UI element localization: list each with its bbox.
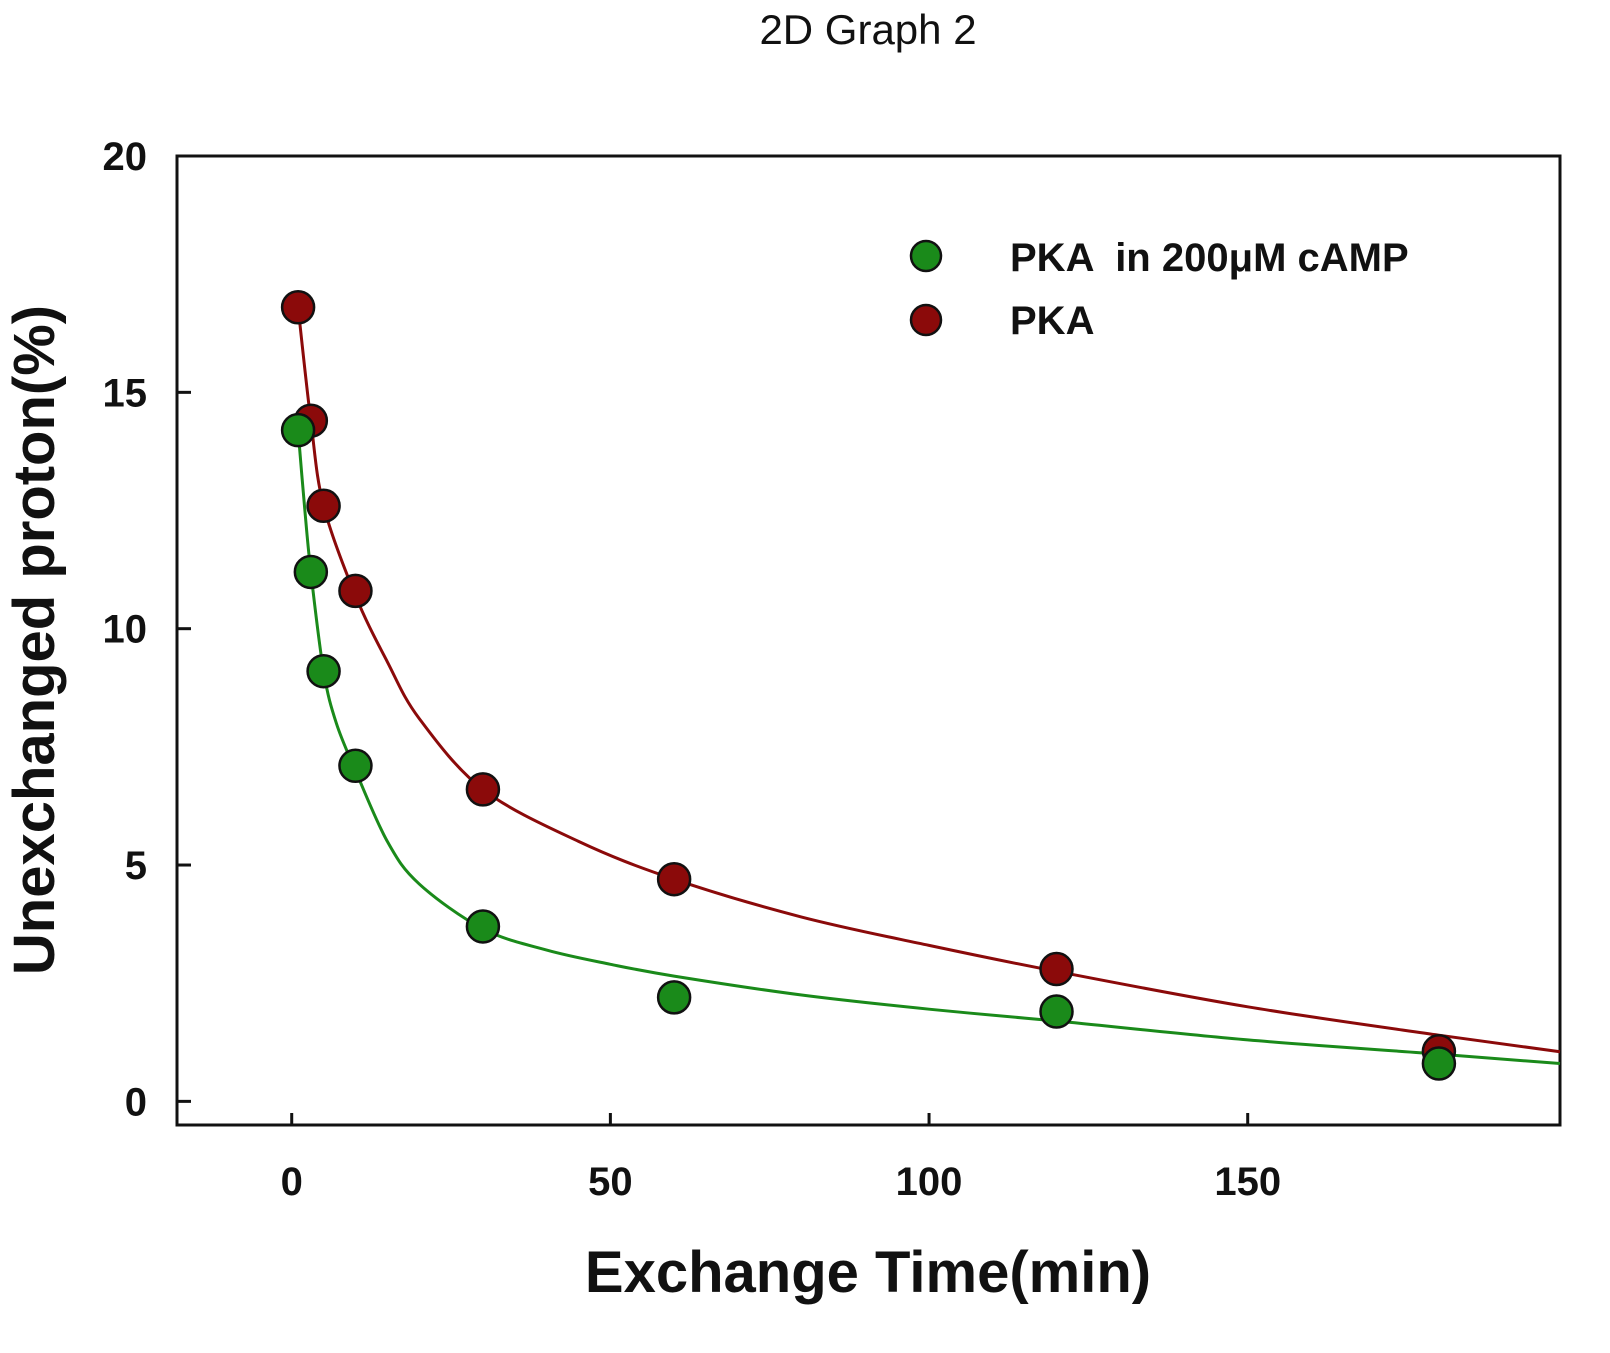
point-series-1-0 [280,290,316,325]
point-series-1-4 [465,772,501,807]
point-series-1-5 [656,861,692,897]
plot-frame [175,154,1562,1127]
point-series-0-0 [280,412,316,448]
fit-curve-series-1 [296,307,1561,1054]
y-tick-label-4: 20 [103,135,148,179]
point-series-0-4 [465,909,501,944]
y-tick-label-1: 5 [125,844,147,888]
legend-marker-series-0 [909,239,943,273]
point-series-1-3 [338,573,373,609]
legend-label-series-1: PKA [1010,299,1094,343]
point-series-1-6 [1039,951,1074,987]
point-series-0-3 [338,748,373,784]
y-axis-label: Unexchanged proton(%) [2,305,67,975]
fit-curve-series-0 [296,430,1561,1066]
x-axis-label: Exchange Time(min) [585,1240,1151,1305]
point-series-0-5 [656,980,692,1015]
y-tick-label-0: 0 [125,1080,147,1124]
y-tick-label-2: 10 [103,608,148,652]
point-series-0-6 [1039,994,1074,1029]
x-tick-label-0: 0 [281,1160,303,1204]
legend-marker-series-1 [909,303,943,337]
legend: PKA in 200μM cAMP PKA [909,236,1409,343]
y-tick-label-3: 15 [103,371,148,415]
point-series-0-2 [306,653,341,689]
point-series-1-2 [306,488,341,524]
legend-label-series-0: PKA in 200μM cAMP [1010,236,1409,280]
chart-title: 2D Graph 2 [759,6,976,53]
point-series-0-7 [1421,1046,1457,1081]
x-tick-label-3: 150 [1214,1160,1281,1204]
point-series-0-1 [293,554,329,590]
x-tick-label-2: 100 [896,1160,963,1204]
x-tick-label-1: 50 [588,1160,633,1204]
